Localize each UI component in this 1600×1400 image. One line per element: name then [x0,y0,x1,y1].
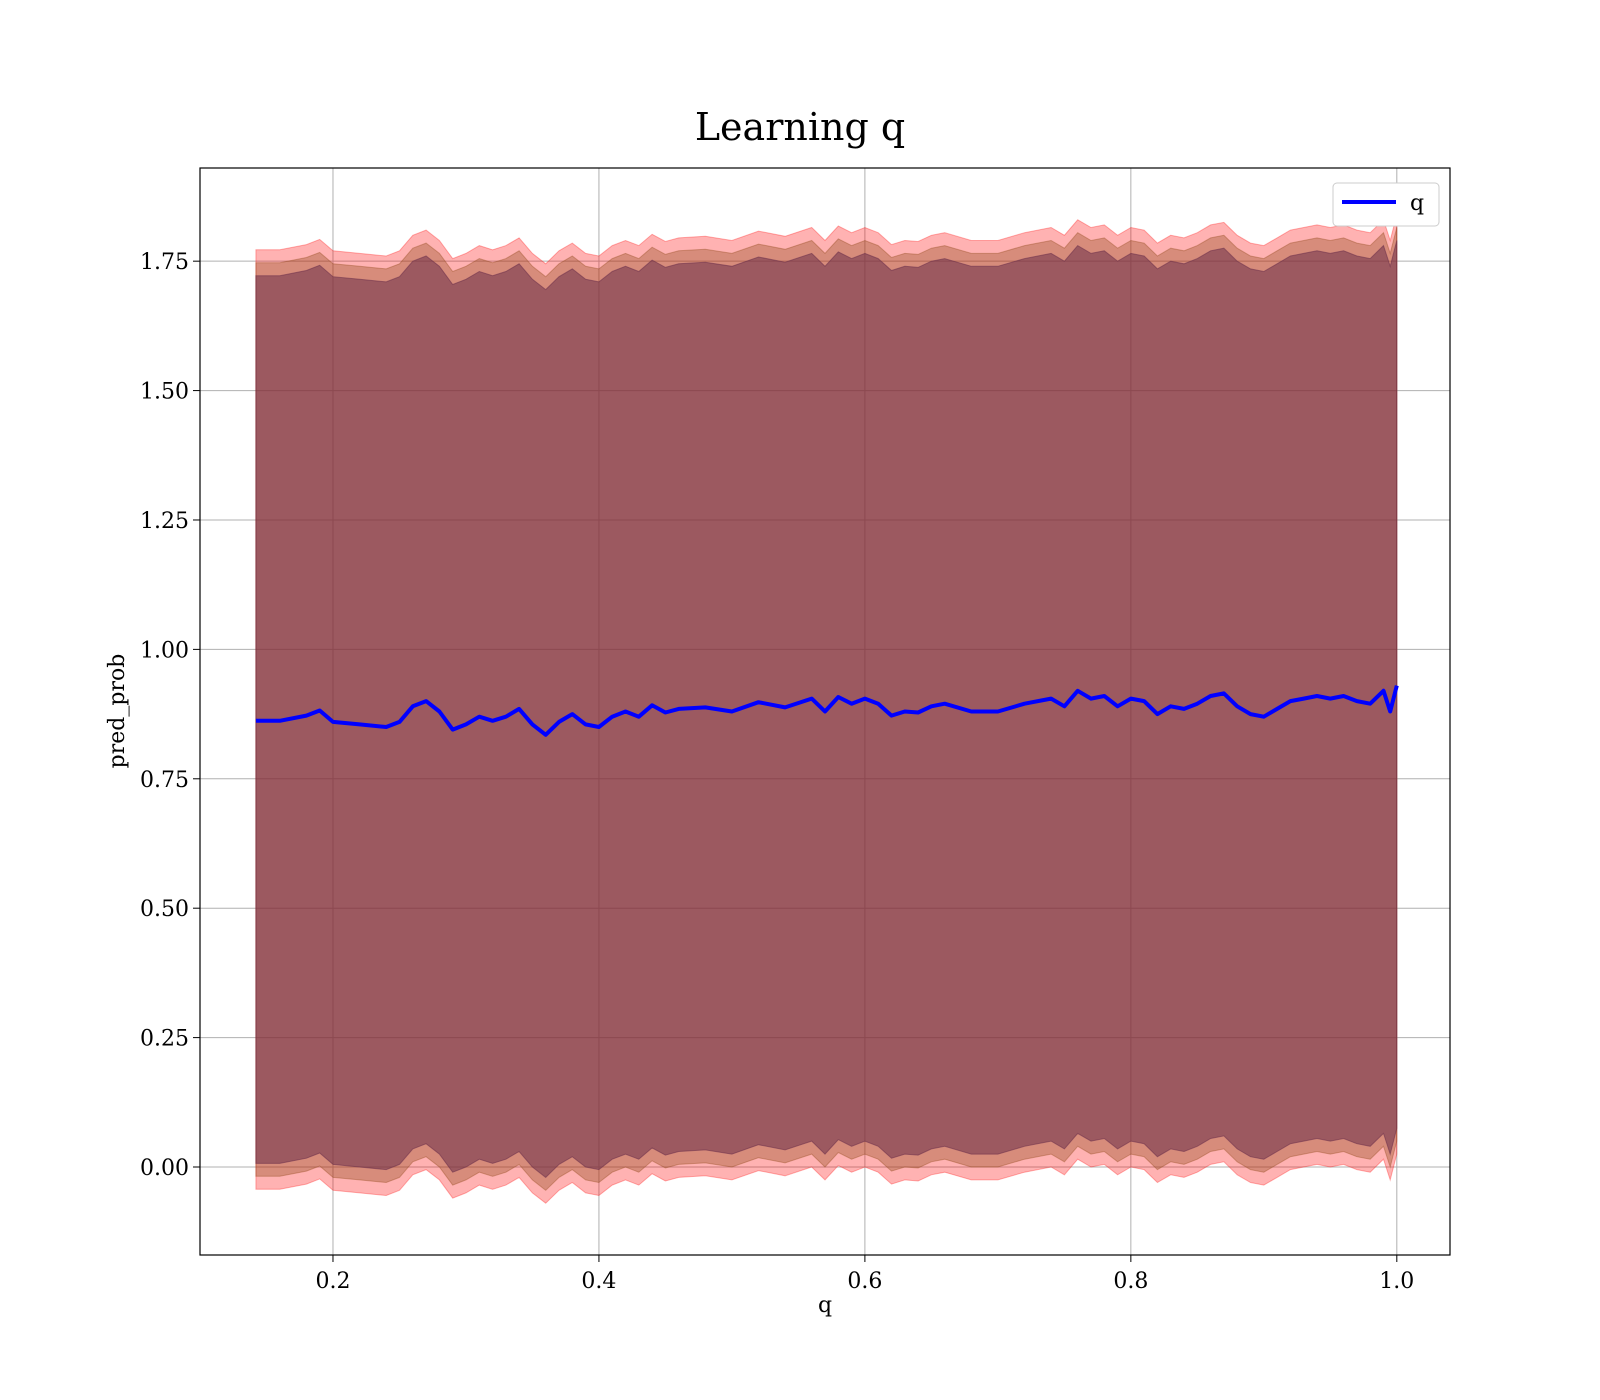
x-tick-label: 0.6 [847,1269,882,1294]
y-tick-label: 1.25 [140,509,189,534]
plot-frame [199,167,1451,1256]
series-lines [255,685,1399,737]
y-tick-label: 0.50 [140,897,189,922]
y-ticks: 0.00 0.25 0.50 0.75 1.00 1.25 1.50 1.75 [140,250,200,1181]
x-ticks: 0.2 0.4 0.6 0.8 1.0 [315,1255,1414,1294]
x-axis-label: q [818,1293,832,1318]
x-tick-label: 0.8 [1113,1269,1148,1294]
y-tick-label: 0.75 [140,768,189,793]
legend: q [1332,182,1440,227]
y-tick-label: 1.75 [140,250,189,275]
x-tick-label: 0.4 [581,1269,616,1294]
y-tick-label: 0.25 [140,1027,189,1052]
y-tick-label: 1.50 [140,380,189,405]
legend-label: q [1410,191,1424,216]
x-tick-label: 1.0 [1379,1269,1414,1294]
y-axis-label: pred_prob [105,654,130,769]
x-tick-label: 0.2 [315,1269,350,1294]
series-line-q [255,685,1399,737]
legend-box [1332,182,1440,227]
chart-title: Learning q [695,105,905,149]
y-tick-label: 0.00 [140,1156,189,1181]
y-tick-label: 1.00 [140,638,189,663]
